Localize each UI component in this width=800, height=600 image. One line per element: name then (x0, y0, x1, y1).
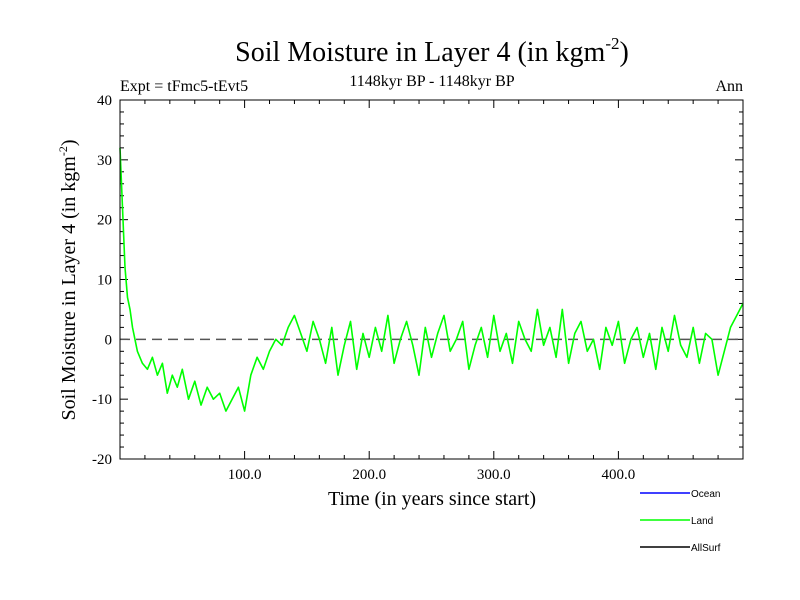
chart-title: Soil Moisture in Layer 4 (in kgm-2) (235, 34, 629, 68)
legend-label-ocean: Ocean (691, 489, 720, 500)
legend: Ocean Land AllSurf (640, 489, 721, 554)
chart-subtitle: 1148kyr BP - 1148kyr BP (349, 73, 514, 90)
y-tick-label: 30 (97, 153, 112, 169)
y-tick-label: 40 (97, 93, 112, 109)
series-line-land (119, 147, 744, 412)
legend-label-allsurf: AllSurf (691, 543, 721, 554)
plot-frame (119, 99, 744, 460)
chart-title-close: ) (620, 37, 629, 68)
x-tick-label: 300.0 (477, 467, 511, 483)
y-tick-label: 10 (97, 273, 112, 289)
y-tick-label: -20 (92, 452, 112, 468)
x-tick-label: 200.0 (352, 467, 386, 483)
y-axis-label-sup: -2 (56, 146, 70, 156)
y-tick-label: 0 (105, 332, 113, 348)
axis-ticks (119, 99, 744, 460)
season-label: Ann (715, 78, 743, 95)
x-axis-label: Time (in years since start) (328, 488, 536, 510)
y-axis-label-main: Soil Moisture in Layer 4 (in kgm (58, 156, 80, 421)
y-axis-label: Soil Moisture in Layer 4 (in kgm-2) (56, 139, 80, 420)
y-tick-label: -10 (92, 392, 112, 408)
chart-title-sup: -2 (605, 34, 619, 53)
x-tick-label: 100.0 (228, 467, 262, 483)
expt-label: Expt = tFmc5-tEvt5 (120, 78, 248, 95)
series-group (119, 147, 744, 412)
axis-tick-labels: -20 -10 0 10 20 30 40 100.0 200.0 300.0 400.0 (92, 93, 635, 483)
x-tick-label: 400.0 (602, 467, 636, 483)
chart-title-main: Soil Moisture in Layer 4 (in kgm (235, 37, 605, 68)
y-tick-label: 20 (97, 213, 112, 229)
y-axis-label-close: ) (58, 139, 80, 146)
legend-label-land: Land (691, 516, 713, 527)
